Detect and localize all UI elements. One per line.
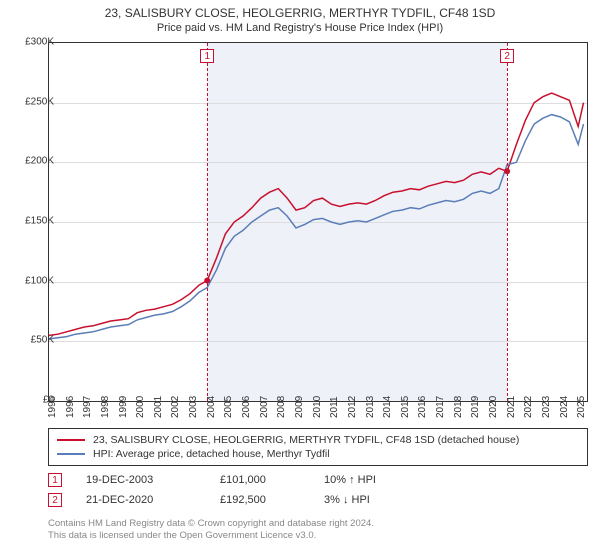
x-axis-label: 1996 <box>65 396 76 418</box>
sale-marker-2: 2 <box>48 493 62 507</box>
legend-swatch-price <box>57 439 85 441</box>
y-axis-label: £150K <box>25 216 54 227</box>
sales-table: 1 19-DEC-2003 £101,000 10% ↑ HPI 2 21-DE… <box>48 470 588 510</box>
x-axis-label: 2021 <box>506 396 517 418</box>
sale-delta-2: 3% ↓ HPI <box>324 494 404 506</box>
x-axis-label: 2003 <box>188 396 199 418</box>
sale-delta-1: 10% ↑ HPI <box>324 474 404 486</box>
x-axis-label: 2010 <box>312 396 323 418</box>
x-axis-label: 2012 <box>347 396 358 418</box>
footer-attribution: Contains HM Land Registry data © Crown c… <box>48 518 588 543</box>
x-axis-label: 2014 <box>382 396 393 418</box>
sale-price-2: £192,500 <box>220 494 300 506</box>
x-axis-label: 2023 <box>541 396 552 418</box>
y-axis-label: £100K <box>25 275 54 286</box>
x-axis-label: 1995 <box>47 396 58 418</box>
x-axis-label: 2009 <box>294 396 305 418</box>
legend-label-price: 23, SALISBURY CLOSE, HEOLGERRIG, MERTHYR… <box>93 434 519 446</box>
x-axis-label: 2025 <box>576 396 587 418</box>
x-axis-label: 2024 <box>559 396 570 418</box>
x-axis-label: 2001 <box>153 396 164 418</box>
sale-price-1: £101,000 <box>220 474 300 486</box>
x-axis-label: 2005 <box>223 396 234 418</box>
x-axis-label: 2004 <box>206 396 217 418</box>
x-axis-label: 2020 <box>488 396 499 418</box>
footer-line-2: This data is licensed under the Open Gov… <box>48 530 588 542</box>
chart-plot-area: 12 <box>48 42 588 402</box>
chart-title: 23, SALISBURY CLOSE, HEOLGERRIG, MERTHYR… <box>0 0 600 22</box>
x-axis-label: 2019 <box>470 396 481 418</box>
x-axis-label: 2000 <box>135 396 146 418</box>
x-axis-label: 1999 <box>118 396 129 418</box>
x-axis-label: 2016 <box>417 396 428 418</box>
x-axis-label: 2007 <box>259 396 270 418</box>
sale-marker-1: 1 <box>48 473 62 487</box>
legend-row-price: 23, SALISBURY CLOSE, HEOLGERRIG, MERTHYR… <box>57 433 579 447</box>
x-axis-label: 1998 <box>100 396 111 418</box>
legend-row-hpi: HPI: Average price, detached house, Mert… <box>57 447 579 461</box>
x-axis-label: 2002 <box>170 396 181 418</box>
x-axis-label: 2017 <box>435 396 446 418</box>
x-axis-label: 2008 <box>276 396 287 418</box>
y-axis-label: £200K <box>25 156 54 167</box>
chart-marker-1: 1 <box>200 49 214 63</box>
sale-row-2: 2 21-DEC-2020 £192,500 3% ↓ HPI <box>48 490 588 510</box>
legend-swatch-hpi <box>57 453 85 455</box>
sale-row-1: 1 19-DEC-2003 £101,000 10% ↑ HPI <box>48 470 588 490</box>
y-axis-label: £300K <box>25 37 54 48</box>
x-axis-label: 1997 <box>82 396 93 418</box>
legend-label-hpi: HPI: Average price, detached house, Mert… <box>93 448 330 460</box>
footer-line-1: Contains HM Land Registry data © Crown c… <box>48 518 588 530</box>
sale-date-2: 21-DEC-2020 <box>86 494 196 506</box>
chart-marker-2: 2 <box>500 49 514 63</box>
chart-subtitle: Price paid vs. HM Land Registry's House … <box>0 22 600 38</box>
x-axis-label: 2015 <box>400 396 411 418</box>
legend-box: 23, SALISBURY CLOSE, HEOLGERRIG, MERTHYR… <box>48 428 588 466</box>
x-axis-label: 2011 <box>329 396 340 418</box>
y-axis-label: £250K <box>25 96 54 107</box>
x-axis-label: 2018 <box>453 396 464 418</box>
x-axis-label: 2013 <box>365 396 376 418</box>
x-axis-label: 2006 <box>241 396 252 418</box>
y-axis-label: £50K <box>31 335 54 346</box>
x-axis-label: 2022 <box>523 396 534 418</box>
sale-date-1: 19-DEC-2003 <box>86 474 196 486</box>
